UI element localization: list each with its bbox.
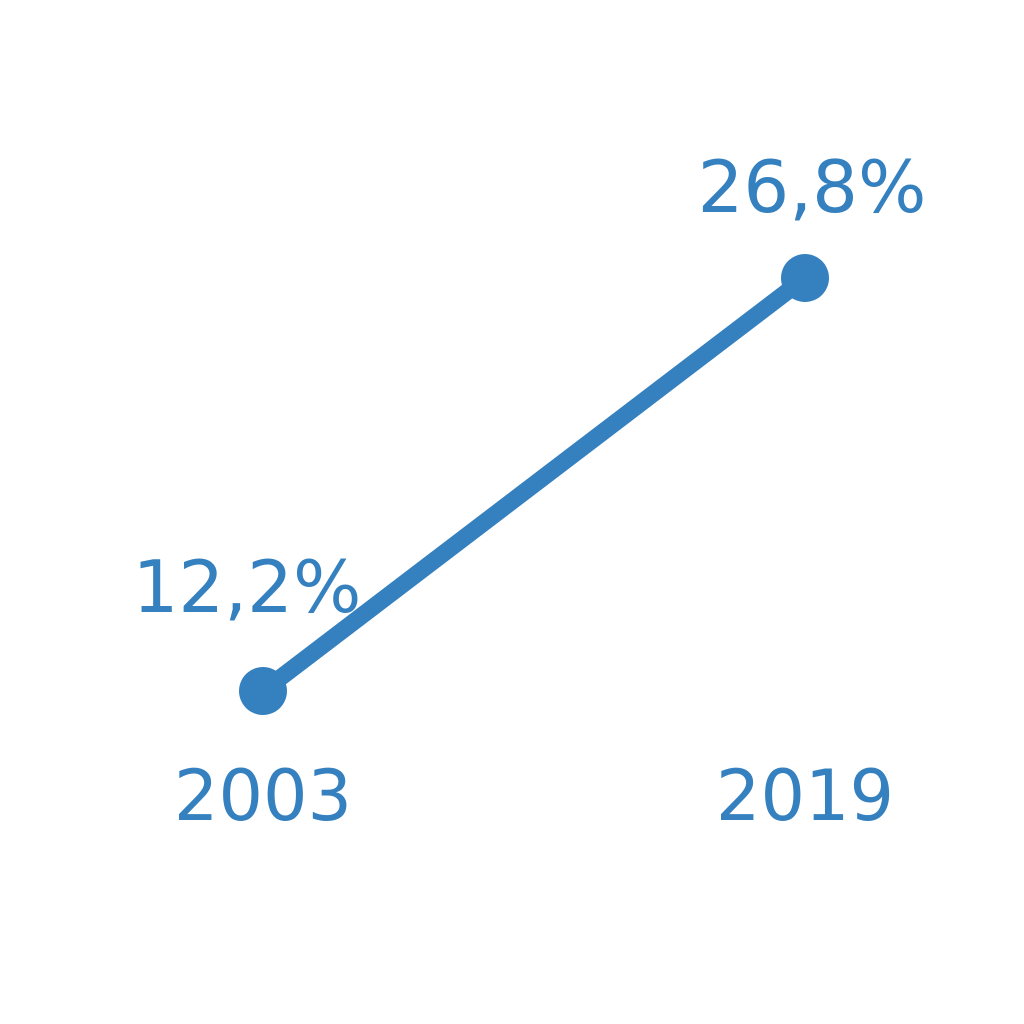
data-label-2019: 26,8% bbox=[698, 145, 927, 229]
x-tick-label-2003: 2003 bbox=[174, 755, 352, 837]
x-tick-label-2019: 2019 bbox=[716, 755, 894, 837]
data-label-2003: 12,2% bbox=[133, 545, 362, 629]
data-point-2003 bbox=[239, 667, 287, 715]
series-line bbox=[254, 269, 814, 700]
data-point-2019 bbox=[781, 254, 829, 302]
